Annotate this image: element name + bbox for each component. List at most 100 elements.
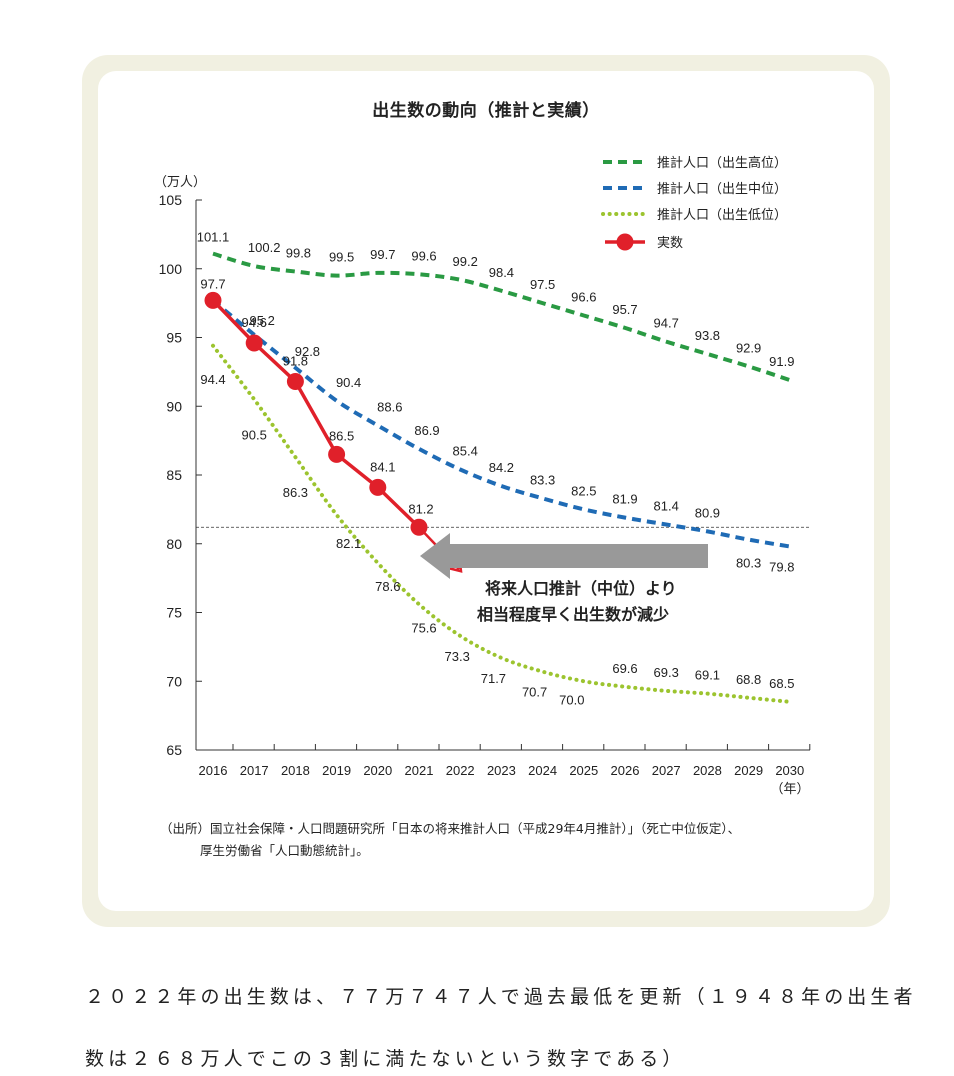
y-tick-label: 100 (159, 261, 183, 277)
data-label: 99.2 (453, 254, 478, 269)
x-tick-label: 2021 (405, 763, 434, 778)
data-label: 82.1 (336, 536, 361, 551)
x-tick-label: 2027 (652, 763, 681, 778)
legend-label: 推計人口（出生高位） (657, 155, 787, 170)
data-label: 68.8 (736, 672, 761, 687)
data-label: 99.8 (286, 246, 311, 261)
x-tick-label: 2018 (281, 763, 310, 778)
data-label: 92.9 (736, 340, 761, 355)
data-label: 86.5 (329, 428, 354, 443)
data-label: 99.6 (411, 248, 436, 263)
data-label: 69.3 (654, 665, 679, 680)
x-tick-label: 2025 (569, 763, 598, 778)
data-label: 81.2 (408, 501, 433, 516)
series-line-actual (211, 299, 421, 529)
data-label: 79.8 (769, 560, 794, 575)
actual-point (286, 373, 304, 390)
data-label: 86.9 (414, 423, 439, 438)
y-tick-label: 105 (159, 192, 183, 208)
data-label: 101.1 (197, 230, 230, 245)
source-note-line2: 厚生労働省「人口動態統計」。 (200, 843, 369, 858)
actual-point (369, 478, 387, 496)
x-tick-label: 2017 (240, 763, 269, 778)
x-tick-label: 2019 (322, 763, 351, 778)
data-label: 94.7 (654, 316, 679, 331)
y-tick-label: 95 (166, 330, 182, 346)
legend-label: 推計人口（出生中位） (657, 181, 787, 196)
x-tick-label: 2020 (363, 763, 392, 778)
data-label: 69.1 (695, 668, 720, 683)
x-tick-label: 2023 (487, 763, 516, 778)
data-label: 95.2 (250, 313, 275, 328)
x-tick-label: 2016 (199, 763, 228, 778)
data-label: 85.4 (453, 444, 478, 459)
data-label: 73.3 (445, 649, 470, 664)
annotation-line1: 将来人口推計（中位）より (485, 579, 677, 598)
actual-point (245, 334, 263, 352)
legend-label: 実数 (657, 235, 683, 250)
data-label: 83.3 (530, 472, 555, 487)
y-tick-label: 85 (166, 467, 182, 483)
source-note-line1: （出所）国立社会保障・人口問題研究所「日本の将来推計人口（平成29年4月推計）」… (160, 821, 741, 836)
data-label: 81.9 (612, 492, 637, 507)
data-label: 94.4 (200, 372, 225, 387)
y-axis-unit-label: （万人） (154, 174, 206, 189)
data-label: 78.6 (375, 579, 400, 594)
x-tick-label: 2026 (611, 763, 640, 778)
data-label: 70.0 (559, 692, 584, 707)
source-note: （出所）国立社会保障・人口問題研究所「日本の将来推計人口（平成29年4月推計）」… (160, 818, 840, 862)
chart-title: 出生数の動向（推計と実績） (372, 101, 600, 121)
data-label: 80.9 (695, 505, 720, 520)
x-tick-label: 2028 (693, 763, 722, 778)
legend-swatch-marker (616, 233, 634, 251)
annotation-line2: 相当程度早く出生数が減少 (477, 605, 669, 624)
data-label: 95.7 (612, 302, 637, 317)
y-tick-label: 65 (166, 742, 182, 758)
data-label: 82.5 (571, 483, 596, 498)
data-label: 71.7 (481, 671, 506, 686)
data-label: 90.4 (336, 375, 361, 390)
y-tick-label: 70 (166, 673, 182, 689)
series-line-low (211, 343, 792, 704)
data-label: 99.5 (329, 250, 354, 265)
data-label: 91.9 (769, 354, 794, 369)
caption-line2: 数は２６８万人でこの３割に満たないという数字である） (85, 1048, 686, 1070)
data-label: 84.1 (370, 459, 395, 474)
x-axis-unit-label: （年） (770, 781, 809, 796)
data-label: 99.7 (370, 247, 395, 262)
data-label: 97.5 (530, 277, 555, 292)
series-line-high (212, 251, 791, 383)
x-tick-label: 2024 (528, 763, 557, 778)
data-label: 90.5 (242, 427, 267, 442)
data-label: 96.6 (571, 290, 596, 305)
data-label: 92.8 (295, 344, 320, 359)
data-label: 98.4 (489, 265, 514, 280)
data-label: 100.2 (248, 240, 281, 255)
y-tick-label: 75 (166, 605, 182, 621)
data-label: 75.6 (411, 620, 436, 635)
data-label: 88.6 (377, 400, 402, 415)
gap-arrow (420, 533, 708, 579)
data-label: 86.3 (283, 485, 308, 500)
data-label: 91.8 (283, 354, 308, 369)
series-line-mid (211, 298, 791, 549)
data-label: 70.7 (522, 685, 547, 700)
data-label: 81.4 (654, 499, 679, 514)
caption-line1: ２０２２年の出生数は、７７万７４７人で過去最低を更新（１９４８年の出生者 (85, 986, 917, 1008)
y-tick-label: 80 (166, 536, 182, 552)
x-tick-label: 2030 (775, 763, 804, 778)
actual-point (328, 445, 346, 463)
data-label: 97.7 (200, 276, 225, 291)
data-label: 68.5 (769, 676, 794, 691)
chart-inner-panel (98, 71, 874, 911)
data-label: 80.3 (736, 556, 761, 571)
legend-label: 推計人口（出生低位） (657, 207, 787, 222)
x-tick-label: 2029 (734, 763, 763, 778)
data-label: 84.2 (489, 460, 514, 475)
data-label: 94.6 (242, 315, 267, 330)
data-label: 93.8 (695, 328, 720, 343)
actual-point (204, 291, 222, 309)
y-tick-label: 90 (166, 398, 182, 414)
x-tick-label: 2022 (446, 763, 475, 778)
